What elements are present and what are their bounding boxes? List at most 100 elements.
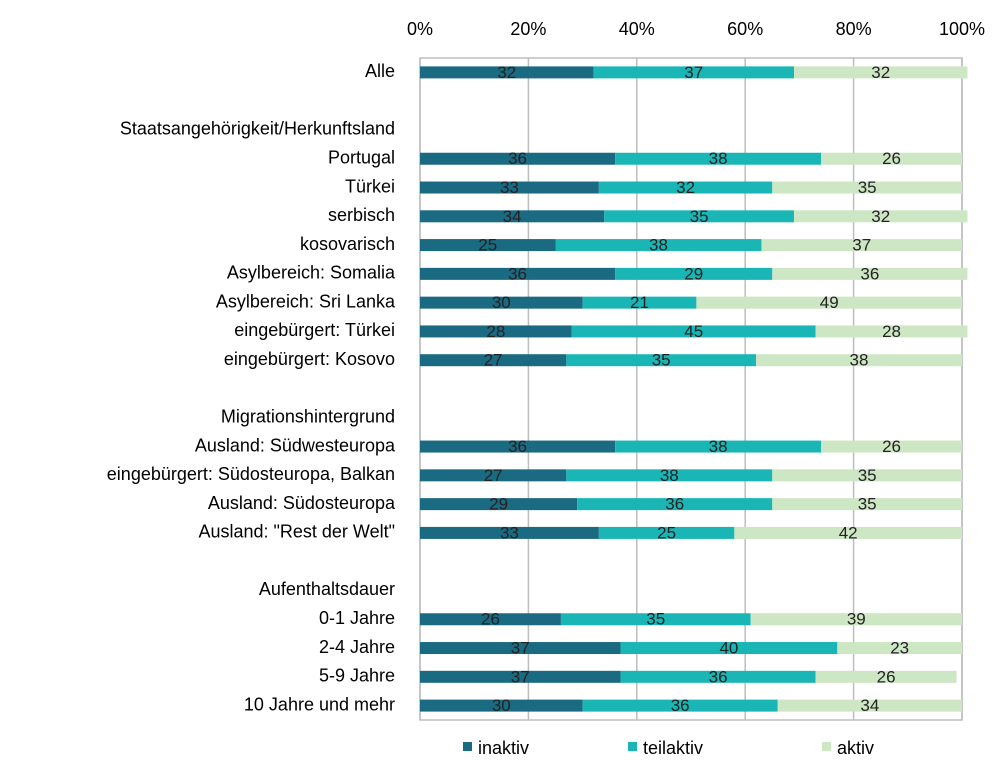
bar-segment [566, 354, 757, 367]
value-label: 35 [652, 351, 671, 370]
bar-segment [420, 642, 621, 655]
bar-segment [420, 296, 583, 309]
bar-segment [837, 642, 962, 655]
bar-segment [598, 181, 773, 194]
bar-segment [420, 613, 561, 626]
y-tick-label: Asylbereich: Somalia [227, 263, 396, 283]
value-label: 30 [492, 293, 511, 312]
y-tick-label: eingebürgert: Türkei [234, 320, 395, 340]
value-label: 35 [858, 466, 877, 485]
legend-label: teilaktiv [643, 738, 703, 758]
value-label: 36 [860, 264, 879, 283]
value-label: 29 [489, 495, 508, 514]
value-label: 28 [486, 322, 505, 341]
bar-segment [815, 325, 968, 338]
y-tick-label: 10 Jahre und mehr [244, 694, 395, 714]
value-label: 21 [630, 293, 649, 312]
bar-segment [772, 181, 962, 194]
bar-segment [582, 296, 697, 309]
bar-segment [615, 440, 822, 453]
bar-segment [696, 296, 962, 309]
bar-segment [420, 498, 578, 511]
bar-segment [582, 699, 778, 712]
y-tick-label: Migrationshintergrund [221, 407, 395, 427]
value-label: 23 [890, 639, 909, 658]
bar-segment [821, 152, 962, 165]
bar-segment [772, 267, 968, 280]
y-tick-label: Türkei [345, 176, 395, 196]
value-label: 39 [847, 610, 866, 629]
value-label: 26 [882, 149, 901, 168]
value-label: 38 [850, 351, 869, 370]
value-label: 37 [852, 236, 871, 255]
value-label: 38 [709, 437, 728, 456]
bar-segment [420, 66, 594, 79]
bar-segment [777, 699, 962, 712]
y-tick-label: eingebürgert: Kosovo [224, 349, 395, 369]
bar-segment [598, 526, 735, 539]
value-label: 34 [503, 207, 522, 226]
value-label: 32 [676, 178, 695, 197]
value-label: 38 [660, 466, 679, 485]
bar-segment [420, 181, 599, 194]
bar-segment [420, 440, 616, 453]
y-tick-label: Ausland: "Rest der Welt" [198, 522, 395, 542]
legend-label: aktiv [837, 738, 874, 758]
x-tick-label: 40% [619, 19, 655, 39]
value-label: 49 [820, 293, 839, 312]
bar-segment [761, 239, 962, 252]
bar-segment [734, 526, 962, 539]
y-tick-label: Aufenthaltsdauer [259, 579, 395, 599]
value-label: 36 [508, 264, 527, 283]
value-label: 28 [882, 322, 901, 341]
bar-segment [604, 210, 794, 223]
bar-segment [420, 210, 605, 223]
value-label: 33 [500, 178, 519, 197]
x-tick-label: 60% [727, 19, 763, 39]
bar-segment [420, 670, 621, 683]
legend-swatch [463, 742, 472, 751]
y-tick-label: 5-9 Jahre [319, 666, 395, 686]
value-label: 36 [665, 495, 684, 514]
value-label: 34 [860, 696, 879, 715]
bar-segment [615, 267, 773, 280]
value-label: 40 [719, 639, 738, 658]
value-label: 37 [511, 639, 530, 658]
value-label: 45 [684, 322, 703, 341]
y-tick-label: 2-4 Jahre [319, 637, 395, 657]
y-tick-label: 0-1 Jahre [319, 608, 395, 628]
value-label: 38 [649, 236, 668, 255]
bar-segment [750, 613, 962, 626]
bar-segment [620, 670, 816, 683]
bar-segment [620, 642, 838, 655]
value-label: 25 [478, 236, 497, 255]
value-label: 27 [484, 351, 503, 370]
bar-segment [821, 440, 962, 453]
bar-segment [555, 239, 762, 252]
bar-segment [815, 670, 957, 683]
bar-segment [420, 469, 567, 482]
value-label: 35 [858, 178, 877, 197]
value-label: 37 [684, 63, 703, 82]
bar-segment [772, 498, 962, 511]
bar-segment [420, 354, 567, 367]
plot-border [419, 57, 963, 721]
x-tick-label: 80% [836, 19, 872, 39]
y-tick-label: Staatsangehörigkeit/Herkunftsland [120, 119, 395, 139]
y-tick-label: kosovarisch [300, 234, 395, 254]
bar-segment [756, 354, 962, 367]
bar-segment [577, 498, 773, 511]
legend-swatch [628, 742, 637, 751]
value-label: 25 [657, 523, 676, 542]
bar-segment [420, 526, 599, 539]
value-label: 33 [500, 523, 519, 542]
value-label: 36 [508, 149, 527, 168]
legend-swatch [822, 742, 831, 751]
bar-segment [420, 239, 556, 252]
y-tick-label: Alle [365, 61, 395, 81]
value-label: 36 [508, 437, 527, 456]
bar-segment [420, 152, 616, 165]
value-label: 36 [709, 667, 728, 686]
x-tick-label: 20% [510, 19, 546, 39]
